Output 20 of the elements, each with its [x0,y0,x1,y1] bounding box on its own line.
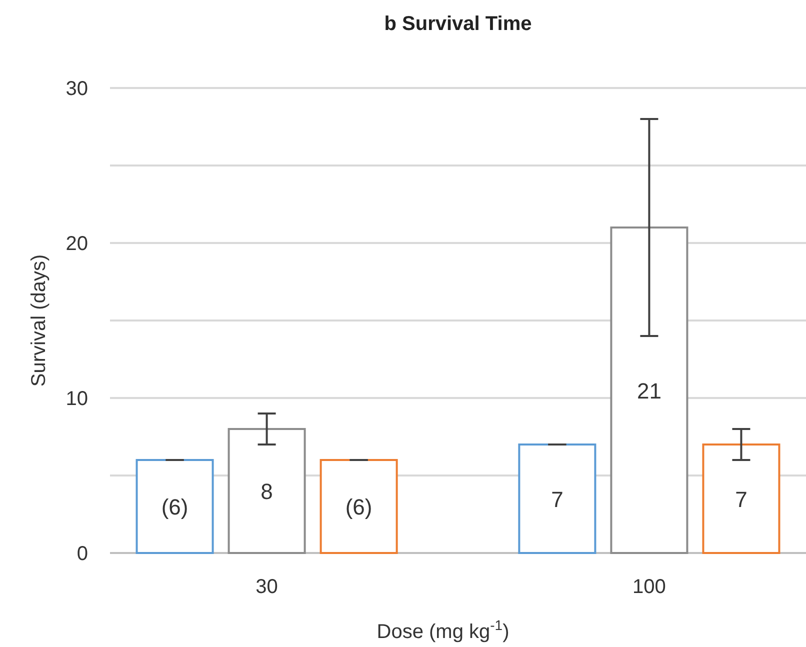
bar [702,444,780,554]
data-label: 7 [551,486,564,512]
data-label: 21 [636,378,662,404]
bar [320,459,398,554]
x-axis-title: Dose (mg kg$^{-1}$) [376,617,510,643]
data-label: (6) [345,494,372,520]
bar [136,459,214,554]
y-axis-title: Survival (days) [28,254,50,387]
y-tick-label: 0 [76,543,88,565]
data-label: (6) [161,494,188,520]
x-tick-label: 100 [632,576,666,598]
data-label: 7 [735,486,748,512]
chart-title: b Survival Time [384,13,532,35]
bar [610,226,688,554]
bar [518,444,596,554]
data-label: 8 [260,479,273,504]
y-tick-label: 20 [66,233,88,255]
y-tick-label: 30 [66,78,88,100]
y-tick-label: 10 [66,388,88,410]
bar [228,428,306,554]
